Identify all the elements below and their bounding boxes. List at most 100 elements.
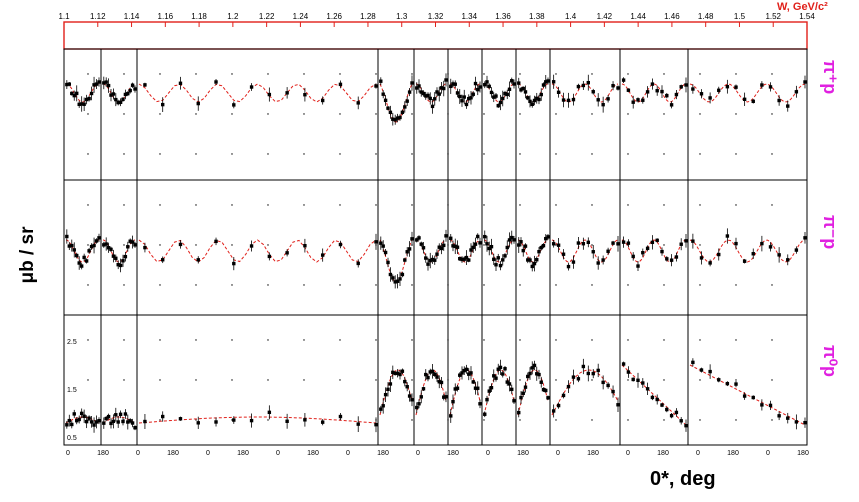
angle-tick-label: 180 xyxy=(237,450,249,457)
grid-dot xyxy=(663,419,665,421)
data-point xyxy=(435,252,439,256)
grid-dot xyxy=(411,204,413,206)
data-point xyxy=(303,243,307,248)
data-point xyxy=(123,92,128,97)
grid-dot xyxy=(339,153,341,155)
data-point xyxy=(507,382,512,386)
grid-dot xyxy=(303,204,305,206)
data-point xyxy=(521,391,525,395)
data-point xyxy=(551,80,556,84)
grid-dot xyxy=(519,153,521,155)
data-point xyxy=(532,363,537,368)
data-point xyxy=(546,235,550,239)
fit-curve xyxy=(379,369,413,416)
data-point xyxy=(517,410,521,415)
data-point xyxy=(528,258,532,262)
data-point xyxy=(421,246,426,250)
data-point xyxy=(571,97,576,102)
data-point xyxy=(665,407,669,412)
data-point xyxy=(126,245,130,249)
data-point xyxy=(566,264,571,269)
data-point xyxy=(535,372,539,376)
data-point xyxy=(487,84,491,89)
data-point xyxy=(232,103,236,107)
data-point xyxy=(473,242,478,246)
grid-dot xyxy=(195,204,197,206)
data-point xyxy=(641,381,645,385)
grid-dot xyxy=(699,113,701,115)
data-point xyxy=(379,241,383,245)
grid-dot xyxy=(735,284,737,286)
x-axis-title: 0*, deg xyxy=(650,468,716,490)
data-point xyxy=(734,241,738,246)
grid-dot xyxy=(159,419,161,421)
data-point xyxy=(561,393,566,398)
y-axis-title-box: μb / sr xyxy=(8,200,48,310)
data-point xyxy=(621,78,626,82)
data-point xyxy=(679,85,683,89)
data-point xyxy=(424,256,428,260)
grid-dot xyxy=(411,113,413,115)
data-point xyxy=(104,242,108,246)
data-point xyxy=(631,100,635,104)
data-point xyxy=(539,92,543,97)
data-point xyxy=(442,395,446,399)
data-point xyxy=(435,375,439,379)
data-point xyxy=(498,100,503,105)
angle-tick-label: 0 xyxy=(486,450,490,457)
data-point xyxy=(734,85,738,89)
y-tick-label: 0.5 xyxy=(67,435,77,442)
grid-dot xyxy=(123,284,125,286)
data-point xyxy=(419,395,423,399)
grid-dot xyxy=(231,73,233,75)
grid-dot xyxy=(87,204,89,206)
data-point xyxy=(476,87,480,92)
data-point xyxy=(433,258,437,262)
data-point xyxy=(118,263,123,268)
data-point xyxy=(760,241,764,246)
data-point xyxy=(760,403,764,407)
data-point xyxy=(645,90,650,94)
grid-dot xyxy=(627,419,629,421)
data-point xyxy=(356,422,360,426)
grid-dot xyxy=(591,284,593,286)
data-point xyxy=(65,234,69,239)
data-point xyxy=(725,85,730,89)
grid-dot xyxy=(591,204,593,206)
data-point xyxy=(691,360,695,365)
data-point xyxy=(196,101,200,106)
grid-dot xyxy=(591,73,593,75)
data-point xyxy=(519,88,523,92)
data-point xyxy=(717,88,721,92)
grid-dot xyxy=(339,379,341,381)
grid-dot xyxy=(627,204,629,206)
w-tick-label: 1.24 xyxy=(293,12,309,21)
data-point xyxy=(398,277,402,281)
data-point xyxy=(561,252,566,256)
angle-tick-label: 0 xyxy=(276,450,280,457)
data-point xyxy=(116,420,120,424)
grid-dot xyxy=(267,204,269,206)
data-point xyxy=(403,258,407,262)
data-point xyxy=(455,91,460,95)
angle-tick-label: 180 xyxy=(377,450,389,457)
data-point xyxy=(665,93,669,98)
w-tick-label: 1.18 xyxy=(191,12,207,21)
data-point xyxy=(601,258,605,262)
data-point xyxy=(611,241,615,245)
data-point xyxy=(674,410,679,415)
data-point xyxy=(496,103,500,108)
grid-dot xyxy=(339,284,341,286)
data-point xyxy=(717,378,721,382)
grid-dot xyxy=(411,73,413,75)
data-point xyxy=(501,96,505,101)
data-point xyxy=(655,397,659,402)
grid-dot xyxy=(483,339,485,341)
data-point xyxy=(118,412,123,416)
w-tick-label: 1.34 xyxy=(461,12,477,21)
data-point xyxy=(428,96,432,101)
data-point xyxy=(391,276,395,280)
data-point xyxy=(70,91,74,96)
data-point xyxy=(471,245,475,250)
data-point xyxy=(433,97,437,101)
